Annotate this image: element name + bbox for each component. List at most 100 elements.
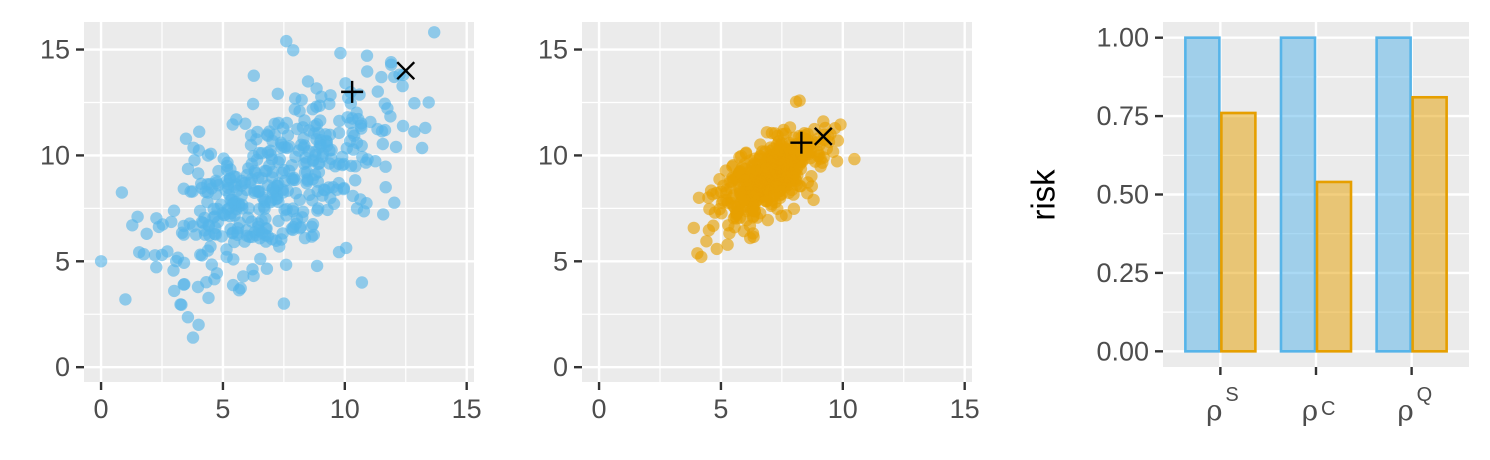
data-point [277, 297, 291, 310]
bar-orange [1315, 180, 1353, 353]
bar-blue [1375, 36, 1412, 353]
data-point [769, 180, 782, 193]
data-point [246, 263, 259, 276]
x-tick-label: 5 [713, 394, 728, 424]
data-point [744, 231, 757, 245]
data-point [735, 161, 749, 174]
data-point [428, 26, 441, 39]
data-point [202, 291, 215, 305]
data-point [193, 125, 206, 138]
data-point [381, 102, 394, 115]
data-point [781, 169, 794, 183]
panel-2-axes: 0 5 10 15 0 5 10 15 [538, 35, 980, 424]
data-point [228, 180, 241, 193]
data-point [360, 49, 374, 62]
panel-2-points [687, 94, 861, 264]
data-point [280, 34, 293, 48]
data-point [817, 115, 830, 128]
data-point [170, 254, 183, 268]
data-point [778, 157, 791, 170]
data-point [800, 144, 814, 158]
data-point [280, 116, 293, 130]
data-point [347, 143, 360, 156]
plus-marker [341, 80, 364, 103]
data-point [188, 154, 201, 167]
x-tick-label: 15 [950, 394, 980, 424]
data-point [209, 187, 223, 201]
data-point [301, 75, 315, 88]
data-point [167, 264, 180, 277]
data-point [201, 149, 215, 162]
data-point [150, 261, 163, 274]
data-point [813, 148, 826, 162]
data-point [181, 162, 195, 176]
x-tick-label: 0 [592, 394, 607, 424]
data-point [217, 208, 231, 221]
data-point [244, 138, 258, 152]
y-tick-label: 0.75 [1096, 101, 1149, 131]
data-point [264, 148, 277, 161]
data-point [762, 165, 776, 179]
data-point [375, 70, 388, 84]
data-point [408, 125, 421, 138]
data-point [199, 228, 212, 241]
panel-1-markers [341, 61, 416, 103]
data-point [830, 155, 844, 168]
data-point [272, 214, 285, 228]
data-point [396, 79, 409, 93]
x-tick-label-rho: ρ [1206, 394, 1222, 427]
data-point [721, 238, 734, 251]
data-point [165, 215, 178, 229]
data-point [692, 191, 706, 204]
data-point [306, 218, 320, 231]
data-point [295, 93, 308, 107]
x-tick-label: 10 [330, 394, 360, 424]
data-point [710, 242, 723, 256]
data-point [369, 155, 382, 168]
data-point [186, 220, 200, 233]
data-point [337, 181, 351, 195]
data-point [356, 150, 369, 164]
data-point [140, 227, 153, 240]
bar-orange [1220, 111, 1257, 353]
data-point [722, 219, 735, 232]
x-tick-label: 15 [452, 394, 482, 424]
x-tick-label-superscript: Q [1417, 384, 1433, 406]
y-tick-label: 10 [40, 140, 70, 170]
x-tick-label-superscript: S [1225, 384, 1238, 406]
data-point [805, 170, 818, 183]
data-point [283, 164, 296, 177]
data-point [355, 276, 369, 289]
data-point [415, 141, 429, 155]
data-point [246, 230, 259, 244]
data-point [789, 95, 803, 109]
data-point [765, 199, 778, 213]
data-point [714, 185, 728, 198]
y-tick-label: 0.50 [1096, 180, 1149, 210]
data-point [205, 258, 218, 271]
data-point [743, 219, 757, 233]
bar-blue [1279, 36, 1317, 353]
panel-3-bars [1184, 36, 1448, 353]
data-point [312, 202, 325, 215]
x-tick-label-rho: ρ [1302, 394, 1318, 427]
scatter-panel-2: 0 5 10 15 0 5 10 15 [538, 22, 980, 424]
data-point [754, 207, 767, 220]
data-point [313, 99, 326, 112]
data-point [346, 189, 360, 203]
data-point [691, 247, 704, 260]
data-point [192, 318, 205, 331]
y-tick-label: 1.00 [1096, 23, 1149, 53]
bar-blue [1184, 36, 1221, 353]
data-point [807, 193, 820, 207]
scatter-panel-1: 0 5 10 15 0 5 10 15 [40, 22, 482, 424]
data-point [195, 249, 209, 262]
data-point [246, 97, 260, 111]
data-point [371, 85, 384, 98]
data-point [202, 219, 215, 232]
data-point [279, 258, 293, 271]
data-point [388, 196, 401, 209]
